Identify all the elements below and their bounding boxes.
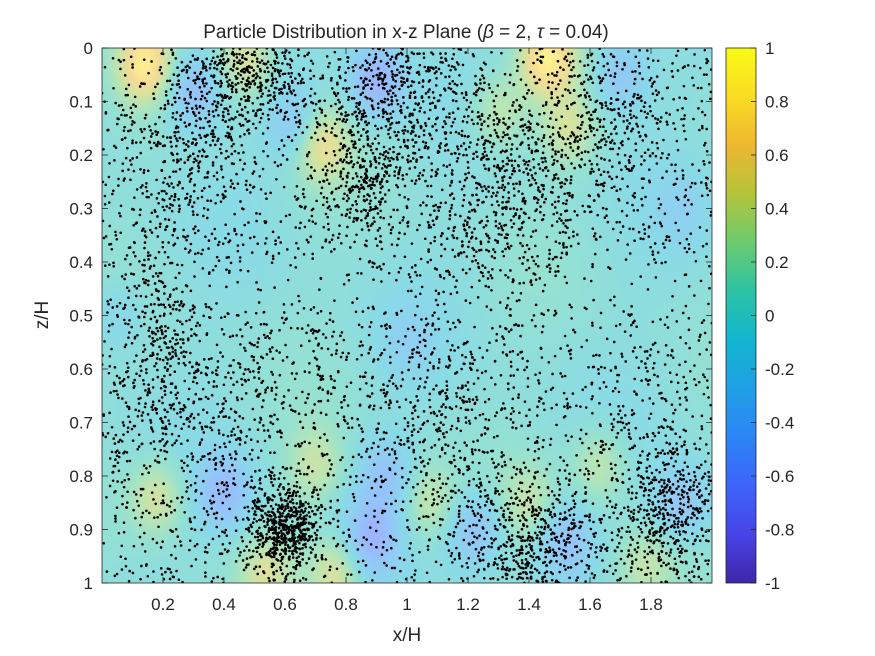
x-tick-label: 1.8 bbox=[639, 595, 663, 614]
colorbar-tick-label: 0.6 bbox=[765, 146, 789, 165]
chart-title: Particle Distribution in x-z Plane (β = … bbox=[203, 22, 609, 43]
y-axis-label: z/H bbox=[32, 301, 53, 330]
y-tick-label: 1 bbox=[84, 574, 93, 593]
colorbar-tick-label: -1 bbox=[765, 574, 780, 593]
x-tick-label: 1.6 bbox=[578, 595, 602, 614]
title-prefix: Particle Distribution in x-z Plane ( bbox=[203, 22, 483, 43]
x-tick-label: 1.2 bbox=[456, 595, 480, 614]
colorbar-tick-label: -0.8 bbox=[765, 521, 794, 540]
x-tick-label: 0.6 bbox=[273, 595, 297, 614]
colorbar-tick-label: -0.6 bbox=[765, 467, 794, 486]
x-tick-label: 0.4 bbox=[212, 595, 236, 614]
y-tick-label: 0.5 bbox=[69, 307, 93, 326]
x-tick-label: 1.4 bbox=[517, 595, 541, 614]
title-tau-value: = 0.04) bbox=[544, 22, 609, 43]
x-tick-label: 1 bbox=[402, 595, 411, 614]
colorbar-tick-label: -0.4 bbox=[765, 414, 794, 433]
colorbar: 1 0.8 0.6 0.4 0.2 0 -0.2 -0.4 -0.6 -0.8 -1 bbox=[725, 39, 794, 593]
y-tick-label: 0.2 bbox=[69, 146, 93, 165]
colorbar-tick-label: 0.4 bbox=[765, 200, 789, 219]
y-tick-label: 0.3 bbox=[69, 200, 93, 219]
title-beta-symbol: β bbox=[482, 22, 494, 43]
x-axis-label: x/H bbox=[393, 625, 422, 646]
x-axis: 0.2 0.4 0.6 0.8 1 1.2 1.4 1.6 1.8 bbox=[151, 48, 663, 614]
title-beta-value: = 2, bbox=[494, 22, 537, 43]
y-tick-label: 0.7 bbox=[69, 414, 93, 433]
colorbar-tick-label: 0 bbox=[765, 307, 774, 326]
y-tick-label: 0.8 bbox=[69, 467, 93, 486]
y-tick-label: 0.1 bbox=[69, 93, 93, 112]
colorbar-tick-label: -0.2 bbox=[765, 360, 794, 379]
colorbar-ticks: 1 0.8 0.6 0.4 0.2 0 -0.2 -0.4 -0.6 -0.8 -1 bbox=[751, 39, 794, 593]
y-tick-label: 0.4 bbox=[69, 253, 93, 272]
x-tick-label: 0.2 bbox=[151, 595, 175, 614]
plot-area bbox=[101, 47, 713, 584]
colorbar-tick-label: 1 bbox=[765, 39, 774, 58]
title-tau-symbol: τ bbox=[537, 22, 546, 43]
colorbar-tick-label: 0.2 bbox=[765, 253, 789, 272]
y-tick-label: 0.9 bbox=[69, 521, 93, 540]
y-tick-label: 0.6 bbox=[69, 360, 93, 379]
colorbar-tick-label: 0.8 bbox=[765, 93, 789, 112]
y-tick-label: 0 bbox=[84, 39, 93, 58]
y-axis: 0 0.1 0.2 0.3 0.4 0.5 0.6 0.7 0.8 0.9 1 bbox=[69, 39, 712, 593]
particle-scatter-layer bbox=[102, 48, 712, 583]
x-tick-label: 0.8 bbox=[334, 595, 358, 614]
